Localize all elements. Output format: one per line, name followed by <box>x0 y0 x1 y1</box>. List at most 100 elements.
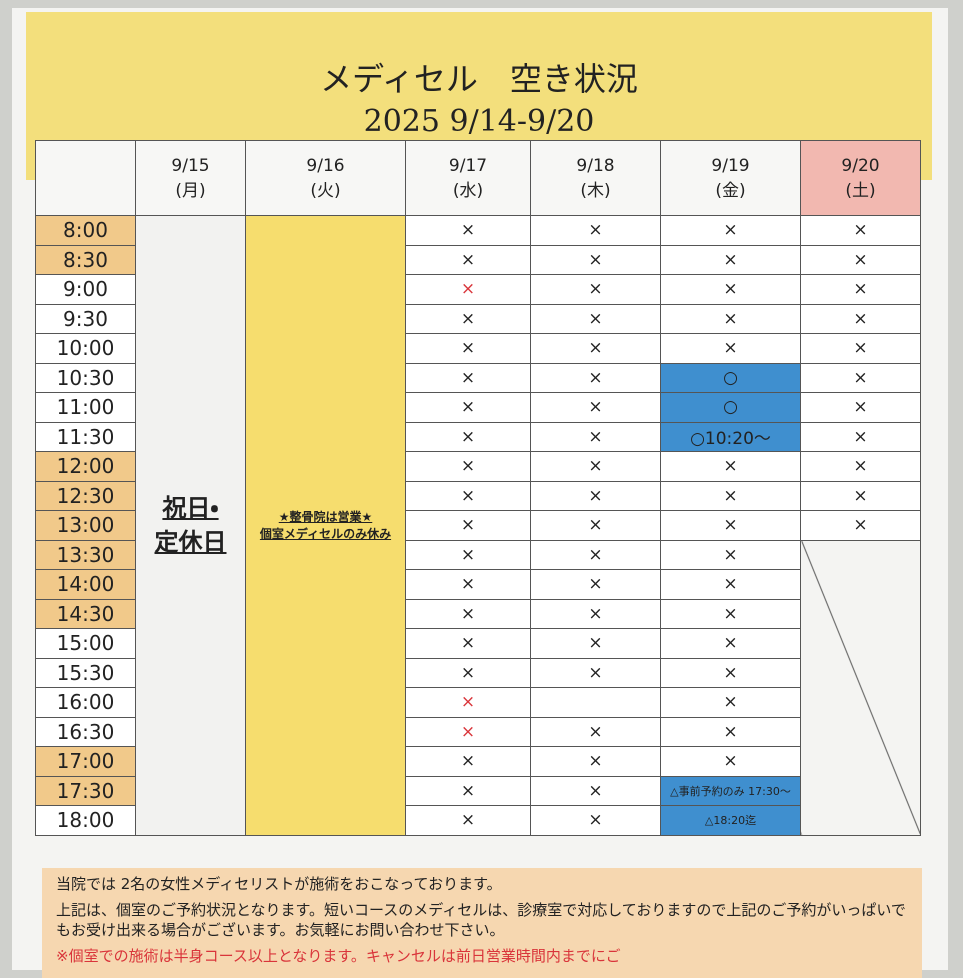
date: 9/18 <box>576 155 615 176</box>
slot-status: × <box>723 692 738 713</box>
slot-status: × <box>588 751 603 772</box>
time-label: 11:30 <box>35 421 136 452</box>
slot-status: × <box>588 397 603 418</box>
slot-status: × <box>588 220 603 241</box>
time-label: 9:00 <box>35 274 136 305</box>
slot-cell: × <box>660 539 801 570</box>
slot-status: × <box>723 456 738 477</box>
time-label: 14:30 <box>35 598 136 629</box>
time-label: 15:30 <box>35 657 136 688</box>
time-label: 11:00 <box>35 392 136 423</box>
slot-cell: × <box>800 303 921 334</box>
time-label: 9:30 <box>35 303 136 334</box>
column-header: 9/17 (水) <box>405 140 531 216</box>
time-label: 8:30 <box>35 244 136 275</box>
time-label: 8:00 <box>35 215 136 246</box>
slot-cell: × <box>405 333 531 364</box>
slot-cell: △事前予約のみ 17:30～ <box>660 775 801 806</box>
slot-cell: × <box>800 274 921 305</box>
slot-status: × <box>588 367 603 388</box>
time-label: 15:00 <box>35 628 136 659</box>
slot-status: × <box>853 426 868 447</box>
slot-cell: × <box>660 510 801 541</box>
slot-cell: × <box>660 687 801 718</box>
slot-cell: × <box>530 421 661 452</box>
slot-cell: × <box>530 569 661 600</box>
slot-status: × <box>588 603 603 624</box>
slot-status: × <box>723 308 738 329</box>
sheet: メディセル 空き状況 2025 9/14-9/20 9/15 (月) 9/16 (火)… <box>12 8 948 978</box>
slot-cell: × <box>530 362 661 393</box>
footer-note: 上記は、個室のご予約状況となります。短いコースのメディセルは、診療室で対応してお… <box>56 901 906 939</box>
slot-status: × <box>460 338 476 359</box>
slot-cell: ○ <box>660 362 801 393</box>
note-line: ★整骨院は営業★ <box>278 510 373 525</box>
slot-status: × <box>460 721 476 742</box>
slot-cell: × <box>660 333 801 364</box>
slot-cell: × <box>405 746 531 777</box>
slot-status: △18:20迄 <box>704 814 757 828</box>
slot-cell: × <box>660 628 801 659</box>
column-header: 9/16 (火) <box>245 140 406 216</box>
slot-status: × <box>460 633 476 654</box>
slot-cell: × <box>530 244 661 275</box>
slot-cell: × <box>530 451 661 482</box>
slot-cell: × <box>530 805 661 836</box>
slot-cell: × <box>405 539 531 570</box>
date: 9/15 <box>171 155 210 176</box>
slot-status: × <box>460 367 476 388</box>
slot-cell: × <box>405 687 531 718</box>
slot-cell: × <box>405 303 531 334</box>
slot-status: ○ <box>723 397 738 418</box>
slot-cell: × <box>530 598 661 629</box>
slot-cell: × <box>660 657 801 688</box>
slot-status: × <box>853 397 868 418</box>
slot-status: × <box>588 574 603 595</box>
slot-status: × <box>723 721 738 742</box>
time-row: 17:00 × × × <box>35 746 921 777</box>
slot-cell: ○ <box>660 392 801 423</box>
slot-cell: × <box>530 657 661 688</box>
date: 9/20 <box>841 155 880 176</box>
slot-status: × <box>588 279 603 300</box>
slot-status: × <box>853 308 868 329</box>
time-label: 12:00 <box>35 451 136 482</box>
time-label: 14:00 <box>35 569 136 600</box>
slot-cell: × <box>405 775 531 806</box>
time-row: 13:30 × × × <box>35 539 921 836</box>
slot-status: × <box>723 633 738 654</box>
note-line: 個室メディセルのみ休み <box>259 527 392 542</box>
slot-cell: × <box>530 392 661 423</box>
time-label: 16:00 <box>35 687 136 718</box>
slot-cell: × <box>800 480 921 511</box>
time-row: 8:00 祝日・ 定休日 ★整骨院は営業★ 個室メディセルのみ休み × × × × <box>35 215 921 836</box>
slot-status: × <box>588 810 603 831</box>
time-label: 17:30 <box>35 775 136 806</box>
slot-status: × <box>460 485 476 506</box>
slot-cell: × <box>530 480 661 511</box>
subtitle: 2025 9/14-9/20 <box>363 104 595 139</box>
note-cell: 祝日・ 定休日 <box>135 215 246 836</box>
slot-cell: △18:20迄 <box>660 805 801 836</box>
time-row: 17:30 × × △事前予約のみ 17:30～ <box>35 775 921 806</box>
slot-status: × <box>460 603 476 624</box>
time-row: 16:00 × × <box>35 687 921 718</box>
date: 9/19 <box>711 155 750 176</box>
slot-cell: × <box>660 598 801 629</box>
slot-status: × <box>588 662 603 683</box>
slot-status: × <box>460 544 476 565</box>
slot-status: × <box>723 338 738 359</box>
slot-status: × <box>588 338 603 359</box>
slot-status: × <box>460 662 476 683</box>
slot-cell: × <box>405 215 531 246</box>
column-header: 9/20 (土) <box>800 140 921 216</box>
slot-status: × <box>853 515 868 536</box>
slot-status: × <box>460 574 476 595</box>
time-row: 9:00 × × × × <box>35 274 921 305</box>
slot-cell: × <box>405 716 531 747</box>
slot-cell: × <box>530 716 661 747</box>
time-label: 13:30 <box>35 539 136 570</box>
slot-status: × <box>588 426 603 447</box>
time-row: 10:00 × × × × <box>35 333 921 364</box>
